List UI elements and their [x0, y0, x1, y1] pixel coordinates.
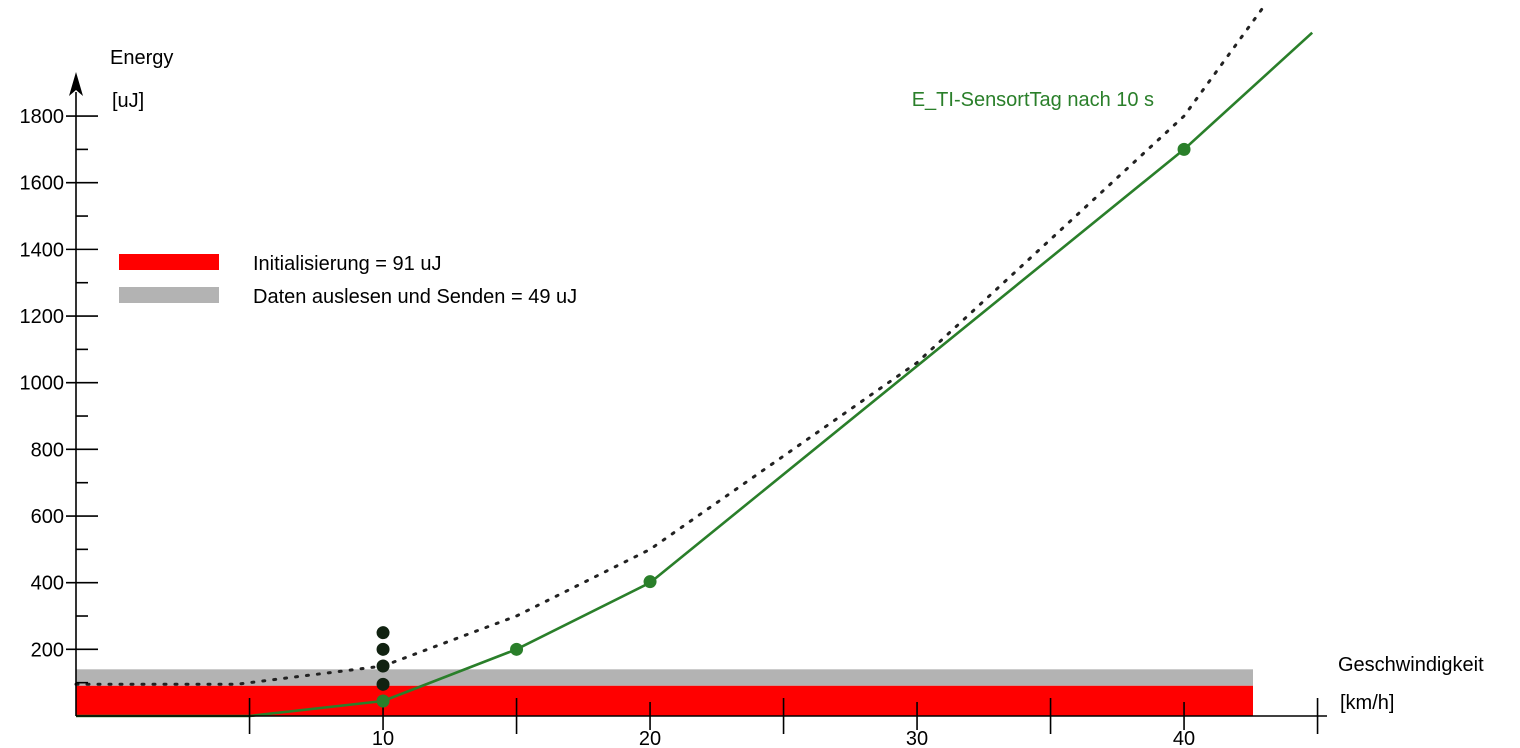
y-tick-label-6: 1400: [20, 239, 65, 261]
y-tick-label-2: 600: [31, 506, 64, 528]
y-axis-label: Energy: [110, 47, 173, 69]
legend: Initialisierung = 91 uJ Daten auslesen u…: [119, 253, 577, 308]
legend-swatch-init: [119, 254, 219, 270]
y-tick-label-8: 1800: [20, 106, 65, 128]
y-tick-label-0: 200: [31, 639, 64, 661]
y-tick-label-1: 400: [31, 573, 64, 595]
series-lines: [74, 4, 1314, 718]
y-tick-label-3: 800: [31, 439, 64, 461]
axis-ticks: [66, 115, 1319, 734]
stack-point-3: [376, 677, 390, 691]
axes: [69, 72, 1327, 717]
series-markers: [376, 142, 1191, 708]
energy-bands: [76, 669, 1253, 716]
legend-label-init: Initialisierung = 91 uJ: [253, 253, 441, 275]
x-tick-label-0: 10: [372, 728, 394, 748]
x-tick-label-1: 20: [639, 728, 661, 748]
y-tick-label-5: 1200: [20, 306, 65, 328]
stack-point-1: [376, 642, 390, 656]
band-0: [76, 685, 1253, 716]
y-tick-label-4: 1000: [20, 373, 65, 395]
series-marker-0: [376, 694, 390, 708]
x-tick-label-2: 30: [906, 728, 928, 748]
series-line-0: [76, 31, 1314, 718]
stack-point-0: [376, 626, 390, 640]
series-label: E_TI-SensortTag nach 10 s: [912, 89, 1154, 111]
y-axis-unit: [uJ]: [112, 90, 144, 112]
x-axis-label: Geschwindigkeit: [1338, 654, 1484, 676]
x-axis-unit: [km/h]: [1340, 692, 1394, 714]
legend-swatch-read-send: [119, 287, 219, 303]
band-1: [76, 669, 1253, 686]
legend-label-read-send: Daten auslesen und Senden = 49 uJ: [253, 286, 577, 308]
axis-tick-labels: 200 400 600 800 1000 1200 1400 1600 1800 10 20 30 40: [20, 106, 1196, 748]
stack-point-2: [376, 659, 390, 673]
series-marker-3: [1177, 142, 1191, 156]
series-marker-1: [510, 642, 524, 656]
y-tick-label-7: 1600: [20, 173, 65, 195]
x-tick-label-3: 40: [1173, 728, 1195, 748]
y-axis-arrow-icon: [69, 72, 83, 96]
series-marker-2: [643, 575, 657, 589]
